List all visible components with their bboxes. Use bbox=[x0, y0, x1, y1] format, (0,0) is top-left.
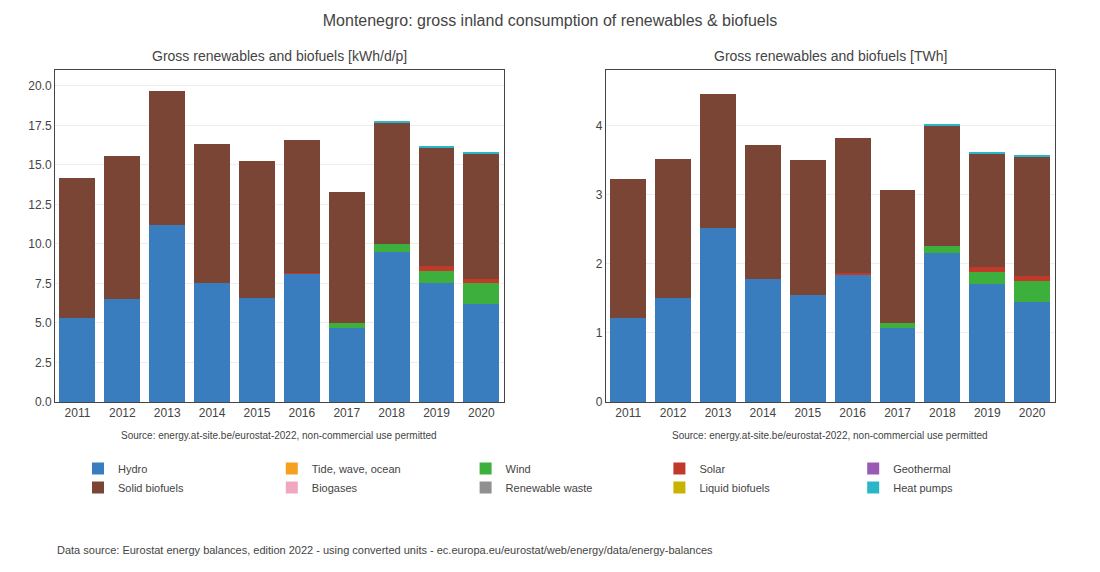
svg-text:20.0: 20.0 bbox=[28, 79, 52, 93]
svg-text:2011: 2011 bbox=[65, 406, 91, 420]
svg-text:0.0: 0.0 bbox=[35, 395, 52, 409]
svg-text:Geothermal: Geothermal bbox=[893, 463, 950, 475]
svg-text:Liquid biofuels: Liquid biofuels bbox=[699, 482, 770, 494]
svg-text:17.5: 17.5 bbox=[28, 119, 52, 133]
svg-text:Biogases: Biogases bbox=[312, 482, 358, 494]
svg-text:7.5: 7.5 bbox=[35, 277, 52, 291]
svg-text:2014: 2014 bbox=[199, 406, 226, 420]
svg-text:10.0: 10.0 bbox=[28, 237, 52, 251]
svg-text:2015: 2015 bbox=[794, 406, 821, 420]
svg-text:1: 1 bbox=[596, 326, 603, 340]
svg-text:2014: 2014 bbox=[750, 406, 777, 420]
svg-text:2016: 2016 bbox=[288, 406, 315, 420]
svg-text:2: 2 bbox=[596, 257, 603, 271]
svg-text:2016: 2016 bbox=[839, 406, 866, 420]
svg-text:2019: 2019 bbox=[974, 406, 1001, 420]
svg-text:2020: 2020 bbox=[1019, 406, 1046, 420]
svg-text:2012: 2012 bbox=[109, 406, 136, 420]
svg-text:2017: 2017 bbox=[884, 406, 911, 420]
svg-text:2020: 2020 bbox=[468, 406, 495, 420]
svg-text:Gross renewables and biofuels: Gross renewables and biofuels [TWh] bbox=[714, 48, 947, 64]
svg-text:Renewable waste: Renewable waste bbox=[506, 482, 593, 494]
svg-text:2017: 2017 bbox=[333, 406, 360, 420]
svg-text:Wind: Wind bbox=[506, 463, 531, 475]
svg-text:2018: 2018 bbox=[378, 406, 405, 420]
svg-text:Heat pumps: Heat pumps bbox=[893, 482, 953, 494]
svg-text:Gross renewables and biofuels: Gross renewables and biofuels [kWh/d/p] bbox=[152, 48, 407, 64]
svg-text:5.0: 5.0 bbox=[35, 316, 52, 330]
svg-text:2013: 2013 bbox=[154, 406, 181, 420]
svg-text:Data source: Eurostat energy b: Data source: Eurostat energy balances, e… bbox=[57, 544, 713, 556]
svg-text:15.0: 15.0 bbox=[28, 158, 52, 172]
svg-text:2.5: 2.5 bbox=[35, 356, 52, 370]
svg-text:4: 4 bbox=[596, 119, 603, 133]
svg-text:0: 0 bbox=[596, 395, 603, 409]
svg-text:Montenegro: gross inland consu: Montenegro: gross inland consumption of … bbox=[323, 12, 778, 29]
svg-text:Hydro: Hydro bbox=[118, 463, 147, 475]
svg-text:3: 3 bbox=[596, 188, 603, 202]
svg-text:2011: 2011 bbox=[615, 406, 641, 420]
svg-text:12.5: 12.5 bbox=[28, 198, 52, 212]
svg-text:Source: energy.at-site.be/euro: Source: energy.at-site.be/eurostat-2022,… bbox=[121, 430, 437, 441]
svg-text:2013: 2013 bbox=[705, 406, 732, 420]
svg-text:2015: 2015 bbox=[244, 406, 271, 420]
svg-text:Source: energy.at-site.be/euro: Source: energy.at-site.be/eurostat-2022,… bbox=[672, 430, 988, 441]
svg-text:2012: 2012 bbox=[660, 406, 687, 420]
svg-text:Solar: Solar bbox=[699, 463, 725, 475]
svg-text:2018: 2018 bbox=[929, 406, 956, 420]
svg-text:2019: 2019 bbox=[423, 406, 450, 420]
svg-text:Tide, wave, ocean: Tide, wave, ocean bbox=[312, 463, 401, 475]
svg-text:Solid biofuels: Solid biofuels bbox=[118, 482, 184, 494]
